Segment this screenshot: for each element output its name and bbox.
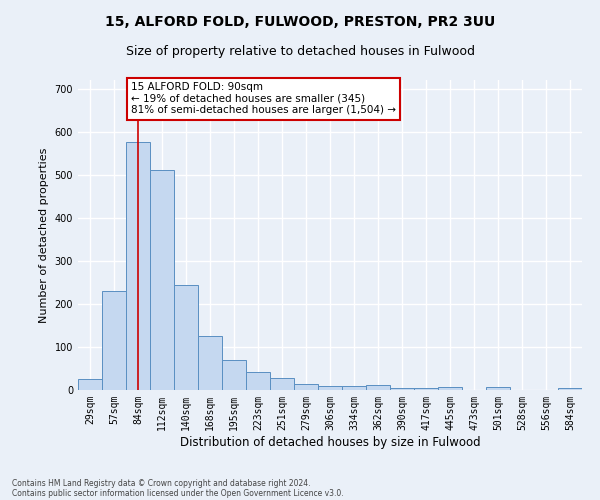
- Text: Contains HM Land Registry data © Crown copyright and database right 2024.: Contains HM Land Registry data © Crown c…: [12, 478, 311, 488]
- Text: 15 ALFORD FOLD: 90sqm
← 19% of detached houses are smaller (345)
81% of semi-det: 15 ALFORD FOLD: 90sqm ← 19% of detached …: [131, 82, 396, 116]
- Bar: [78, 379, 102, 390]
- Bar: [174, 286, 198, 390]
- Bar: [342, 386, 366, 390]
- Bar: [102, 291, 126, 390]
- Bar: [270, 378, 294, 390]
- Bar: [390, 388, 414, 390]
- Bar: [150, 170, 174, 390]
- Text: Size of property relative to detached houses in Fulwood: Size of property relative to detached ho…: [125, 45, 475, 58]
- Bar: [198, 336, 222, 390]
- Text: Contains public sector information licensed under the Open Government Licence v3: Contains public sector information licen…: [12, 488, 344, 498]
- Bar: [246, 372, 270, 390]
- Y-axis label: Number of detached properties: Number of detached properties: [39, 148, 49, 322]
- Bar: [222, 360, 246, 390]
- Bar: [366, 385, 390, 390]
- Bar: [126, 142, 150, 390]
- Bar: [486, 388, 510, 390]
- Bar: [318, 386, 342, 390]
- Text: 15, ALFORD FOLD, FULWOOD, PRESTON, PR2 3UU: 15, ALFORD FOLD, FULWOOD, PRESTON, PR2 3…: [105, 15, 495, 29]
- Bar: [294, 384, 318, 390]
- Bar: [414, 388, 438, 390]
- Bar: [438, 388, 462, 390]
- X-axis label: Distribution of detached houses by size in Fulwood: Distribution of detached houses by size …: [179, 436, 481, 448]
- Bar: [558, 388, 582, 390]
